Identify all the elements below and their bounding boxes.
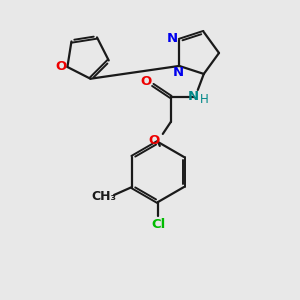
Text: Cl: Cl bbox=[151, 218, 165, 230]
Text: O: O bbox=[148, 134, 159, 147]
Text: H: H bbox=[200, 93, 208, 106]
Text: CH₃: CH₃ bbox=[92, 190, 116, 203]
Text: N: N bbox=[167, 32, 178, 45]
Text: N: N bbox=[188, 90, 200, 104]
Text: O: O bbox=[56, 61, 67, 74]
Text: O: O bbox=[140, 75, 152, 88]
Text: N: N bbox=[172, 66, 184, 80]
